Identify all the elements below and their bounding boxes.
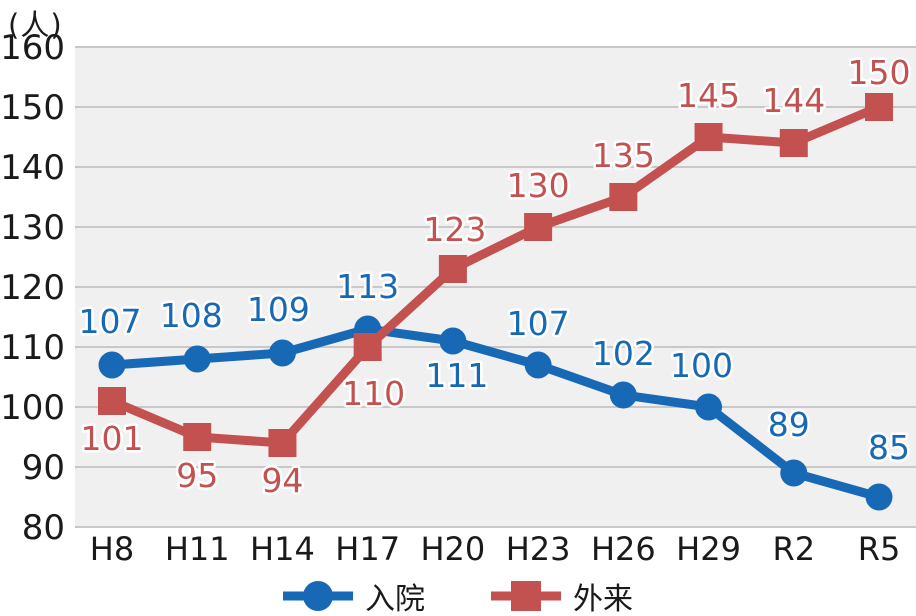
data-point-outpatient xyxy=(609,183,638,211)
data-label-inpatient: 100 xyxy=(670,346,733,385)
y-tick-label: 120 xyxy=(0,268,65,308)
legend-label-inpatient: 入院 xyxy=(365,582,425,616)
data-label-inpatient: 85 xyxy=(868,428,910,467)
data-point-inpatient xyxy=(609,381,637,409)
data-point-inpatient xyxy=(524,351,552,379)
data-point-inpatient xyxy=(780,459,808,487)
x-tick-label: H26 xyxy=(591,530,656,568)
data-label-inpatient: 102 xyxy=(592,334,655,373)
outpatient-line-square-icon xyxy=(491,581,561,611)
data-point-inpatient xyxy=(695,393,723,421)
data-point-outpatient xyxy=(183,423,212,451)
data-point-inpatient xyxy=(439,327,467,355)
y-tick-label: 80 xyxy=(22,508,65,548)
y-tick-label: 160 xyxy=(0,28,65,68)
series-line-outpatient xyxy=(107,102,884,448)
data-label-outpatient: 94 xyxy=(261,461,303,500)
data-label-outpatient: 95 xyxy=(176,456,218,495)
data-point-inpatient xyxy=(98,351,126,379)
y-axis-unit-label: (人) xyxy=(8,8,63,42)
y-tick-label: 100 xyxy=(0,388,65,428)
data-label-inpatient: 109 xyxy=(247,290,310,329)
data-point-outpatient xyxy=(438,255,467,283)
plot-area: 80 90 100 110 120 130 140 150 160 H8 H11 H14 H17 H20 H… xyxy=(0,28,916,568)
x-tick-label: H20 xyxy=(420,530,485,568)
inpatient-line-circle-icon xyxy=(283,581,353,611)
y-tick-label: 140 xyxy=(0,148,65,188)
y-tick-label: 130 xyxy=(0,208,65,248)
y-tick-label: 90 xyxy=(22,448,65,488)
x-tick-label: R2 xyxy=(772,530,815,568)
x-tick-label: H14 xyxy=(250,530,315,568)
y-tick-label: 110 xyxy=(0,328,65,368)
chart-legend: 入院 外来 xyxy=(0,576,916,616)
data-label-outpatient: 135 xyxy=(592,136,655,175)
data-point-outpatient xyxy=(353,333,382,361)
x-tick-label: H23 xyxy=(506,530,571,568)
data-label-inpatient: 111 xyxy=(425,356,488,395)
data-label-outpatient: 110 xyxy=(342,374,405,413)
data-point-outpatient xyxy=(98,387,126,415)
y-tick-label: 150 xyxy=(0,88,65,128)
data-label-outpatient: 144 xyxy=(762,81,825,120)
series-line-inpatient xyxy=(107,324,884,502)
legend-label-outpatient: 外来 xyxy=(573,582,633,616)
x-tick-label: H17 xyxy=(335,530,400,568)
data-label-inpatient: 108 xyxy=(160,296,223,335)
data-point-inpatient xyxy=(865,483,893,511)
data-label-inpatient: 107 xyxy=(79,302,142,341)
x-tick-label: H11 xyxy=(165,530,230,568)
data-label-outpatient: 150 xyxy=(848,53,911,92)
data-point-outpatient xyxy=(524,213,553,241)
x-tick-label: R5 xyxy=(858,530,901,568)
legend-item-inpatient: 入院 xyxy=(283,574,425,616)
x-tick-label: H29 xyxy=(676,530,741,568)
data-label-outpatient: 145 xyxy=(677,76,740,115)
legend-item-outpatient: 外来 xyxy=(491,574,633,616)
data-point-outpatient xyxy=(779,129,808,157)
data-point-inpatient xyxy=(183,345,211,373)
data-point-outpatient xyxy=(865,93,893,121)
data-point-outpatient xyxy=(268,429,297,457)
data-label-inpatient: 113 xyxy=(336,267,399,306)
data-label-inpatient: 89 xyxy=(768,405,810,444)
data-label-outpatient: 123 xyxy=(423,210,486,249)
data-point-outpatient xyxy=(694,123,723,151)
data-label-inpatient: 107 xyxy=(507,304,570,343)
x-tick-label: H8 xyxy=(90,530,134,568)
data-label-outpatient: 101 xyxy=(81,419,144,458)
data-point-inpatient xyxy=(268,339,296,367)
data-label-outpatient: 130 xyxy=(507,166,570,205)
